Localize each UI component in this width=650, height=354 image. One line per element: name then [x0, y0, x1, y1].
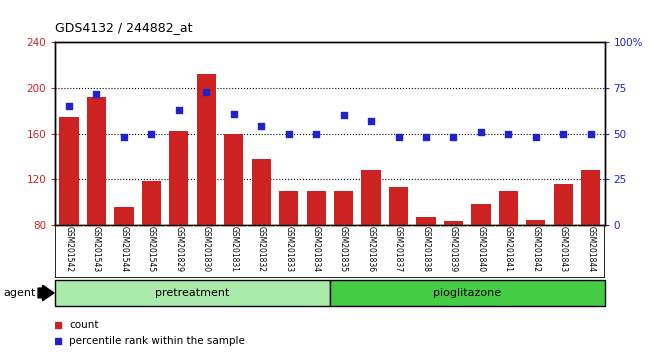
Text: GSM201841: GSM201841 [504, 227, 513, 272]
Text: percentile rank within the sample: percentile rank within the sample [69, 336, 245, 346]
Text: GSM201836: GSM201836 [367, 227, 376, 273]
Point [558, 131, 569, 136]
Point [174, 107, 184, 113]
Text: GSM201838: GSM201838 [421, 227, 430, 272]
Bar [361, 170, 381, 225]
Bar [526, 220, 545, 225]
Text: GSM201829: GSM201829 [174, 227, 183, 272]
Bar [87, 97, 106, 225]
Text: GSM201840: GSM201840 [476, 227, 486, 273]
Bar [59, 116, 79, 225]
Text: GSM201542: GSM201542 [64, 227, 73, 273]
Bar [444, 221, 463, 225]
Point [91, 91, 101, 96]
Point [339, 113, 349, 118]
Point [311, 131, 321, 136]
Bar [499, 190, 518, 225]
Bar [55, 280, 330, 306]
Bar [169, 131, 188, 225]
Text: GSM201843: GSM201843 [559, 227, 568, 273]
Point [256, 124, 266, 129]
Text: GSM201832: GSM201832 [257, 227, 266, 272]
Bar [334, 190, 353, 225]
Bar [114, 207, 133, 225]
Point [586, 131, 596, 136]
Text: GSM201837: GSM201837 [394, 227, 403, 273]
Text: GSM201543: GSM201543 [92, 227, 101, 273]
Point [201, 89, 211, 95]
Bar [554, 184, 573, 225]
Text: GSM201842: GSM201842 [531, 227, 540, 272]
Bar [581, 170, 601, 225]
Bar [197, 74, 216, 225]
Text: GSM201834: GSM201834 [311, 227, 320, 273]
FancyArrow shape [38, 285, 54, 301]
Point [366, 118, 376, 124]
Point [283, 131, 294, 136]
Text: GSM201831: GSM201831 [229, 227, 239, 272]
Bar [224, 133, 243, 225]
Point [421, 135, 431, 140]
Text: count: count [69, 320, 99, 330]
Point [530, 135, 541, 140]
Bar [279, 190, 298, 225]
Point [146, 131, 157, 136]
Text: GSM201833: GSM201833 [284, 227, 293, 273]
Point [393, 135, 404, 140]
Bar [252, 159, 271, 225]
Point [503, 131, 514, 136]
Text: agent: agent [3, 288, 36, 298]
Point [119, 135, 129, 140]
Text: GSM201544: GSM201544 [120, 227, 129, 273]
Bar [471, 204, 491, 225]
Bar [330, 280, 604, 306]
Bar [142, 182, 161, 225]
Text: pretreatment: pretreatment [155, 288, 229, 298]
Point [64, 103, 74, 109]
Bar [307, 190, 326, 225]
Point [476, 129, 486, 135]
Text: GSM201545: GSM201545 [147, 227, 156, 273]
Point [448, 135, 459, 140]
Bar [389, 187, 408, 225]
Text: GSM201839: GSM201839 [449, 227, 458, 273]
Point [229, 111, 239, 116]
Text: pioglitazone: pioglitazone [433, 288, 501, 298]
Bar [417, 217, 436, 225]
Text: GSM201835: GSM201835 [339, 227, 348, 273]
Text: GSM201844: GSM201844 [586, 227, 595, 273]
Text: GDS4132 / 244882_at: GDS4132 / 244882_at [55, 21, 193, 34]
Text: GSM201830: GSM201830 [202, 227, 211, 273]
